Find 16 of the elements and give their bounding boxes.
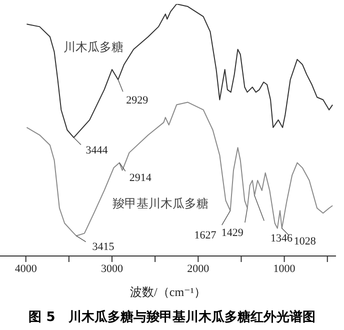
annotation: 3444 <box>86 144 108 157</box>
series-label: 川木瓜多糖 <box>64 40 124 54</box>
x-tick-label: 3000 <box>101 262 124 275</box>
text: 图 5 川木瓜多糖与羧甲基川木瓜多糖红外光谱图 <box>28 308 316 326</box>
x-tick-label: 4000 <box>14 262 38 275</box>
annotation: 2914 <box>129 172 152 184</box>
annotation: 1429 <box>221 227 244 240</box>
x-tick-label: 1000 <box>273 262 296 275</box>
annotation: 2929 <box>126 94 149 107</box>
annotation: 3415 <box>92 240 115 253</box>
annotation: 1346 <box>270 232 293 245</box>
annotation: 1028 <box>294 235 316 248</box>
x-tick-label: 2000 <box>187 262 210 275</box>
x-axis-title: 波数/（cm⁻¹） <box>130 285 206 299</box>
annotation: 1627 <box>194 230 217 242</box>
series-label: 羧甲基川木瓜多糖 <box>112 196 209 210</box>
